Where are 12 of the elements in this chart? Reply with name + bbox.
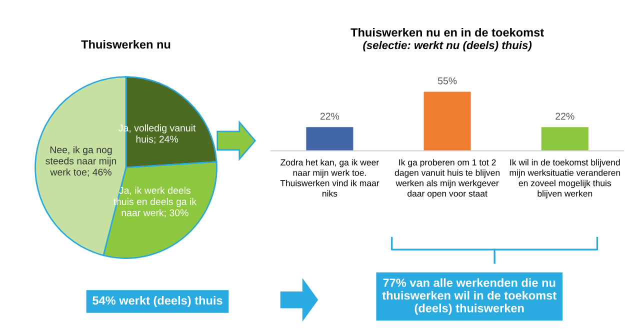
data-label: 22% xyxy=(556,112,574,120)
x-tick-label: Ik wil in de toekomst blijvend mijn werksituatie veranderen en zoveel mogelijk thuis blijven werken xyxy=(510,159,620,198)
data-label: 55% xyxy=(438,77,457,84)
x-tick-label: Zodra het kan, ga ik weer naar mijn werk toe. Thuiswerken vind ik maar niks xyxy=(280,159,380,197)
slice-label: Nee, ik ga nog steeds naar mijn werk toe; 46% xyxy=(46,146,116,177)
x-tick-label: Ik ga proberen om 1 tot 2 dagen vanuit huis te blijven werken als mijn werkgever daar open voor staat xyxy=(394,159,500,198)
text: 77% van alle werkenden die nu thuiswerken wil in de toekomst (deels) thuiswerken xyxy=(382,278,556,315)
text: 54% werkt (deels) thuis xyxy=(92,296,222,308)
chart-title: Thuiswerken nu en in de toekomst xyxy=(350,28,544,37)
data-label: 22% xyxy=(320,112,340,120)
chart-title: Thuiswerken nu xyxy=(81,40,170,49)
chart-subtitle: (selectie: werkt nu (deels) thuis) xyxy=(363,40,532,52)
